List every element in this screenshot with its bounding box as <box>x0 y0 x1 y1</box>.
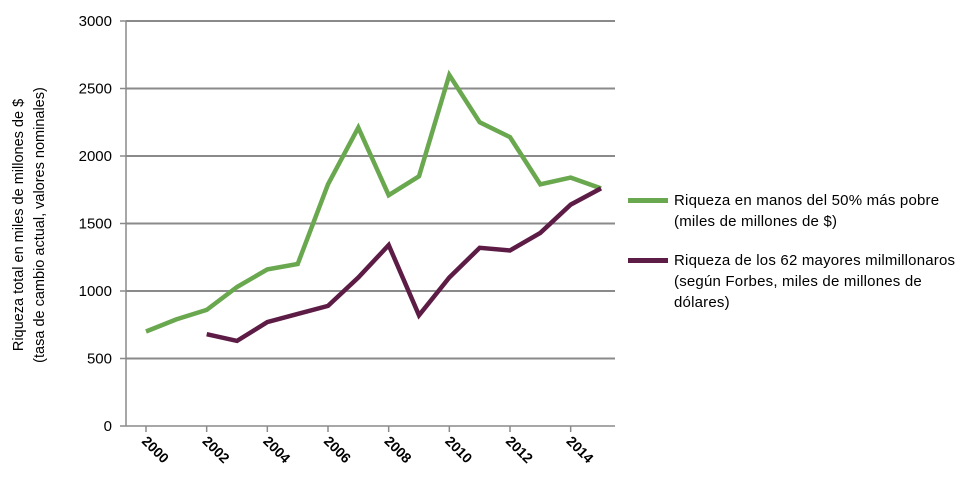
y-tick-label-500: 500 <box>87 351 112 368</box>
legend-swatch-purple <box>628 258 668 263</box>
legend-item-billionaires: Riqueza de los 62 mayores milmillonaros … <box>628 250 958 313</box>
y-tick-label-1000: 1000 <box>79 283 112 300</box>
x-tick-label-2006: 2006 <box>321 433 354 466</box>
axes <box>125 21 615 427</box>
x-tick-label-2008: 2008 <box>382 433 415 466</box>
legend-swatch-green <box>628 198 668 203</box>
gridlines <box>120 20 615 427</box>
y-tick-label-2000: 2000 <box>79 148 112 165</box>
series-lines <box>145 69 603 344</box>
y-tick-label-0: 0 <box>104 418 112 435</box>
y-axis-title-line-1: Riqueza total en miles de millones de $ <box>11 99 27 351</box>
y-tick-label-2500: 2500 <box>79 81 112 98</box>
x-axis-tick-labels: 2000 2002 2004 2006 2008 2010 2012 2014 <box>139 426 597 466</box>
y-tick-label-3000: 3000 <box>79 13 112 30</box>
y-axis-tick-labels: 0 500 1000 1500 2000 2500 3000 <box>79 13 112 435</box>
x-tick-label-2012: 2012 <box>503 433 536 466</box>
x-tick-label-2010: 2010 <box>442 433 475 466</box>
legend-label-billionaires: Riqueza de los 62 mayores milmillonaros … <box>674 252 956 311</box>
x-tick-label-2000: 2000 <box>139 433 172 466</box>
legend-item-poor-half: Riqueza en manos del 50% más pobre (mile… <box>628 190 958 232</box>
series-line-billionaires <box>206 186 603 344</box>
y-axis-title-line-2: (tasa de cambio actual, valores nominale… <box>32 87 48 363</box>
y-tick-label-1500: 1500 <box>79 216 112 233</box>
x-tick-label-2002: 2002 <box>200 433 233 466</box>
legend-label-poor-half: Riqueza en manos del 50% más pobre (mile… <box>674 192 940 230</box>
x-tick-label-2004: 2004 <box>260 433 293 466</box>
legend: Riqueza en manos del 50% más pobre (mile… <box>628 190 958 331</box>
x-tick-label-2014: 2014 <box>564 433 597 466</box>
series-line-poor-half <box>145 69 602 334</box>
